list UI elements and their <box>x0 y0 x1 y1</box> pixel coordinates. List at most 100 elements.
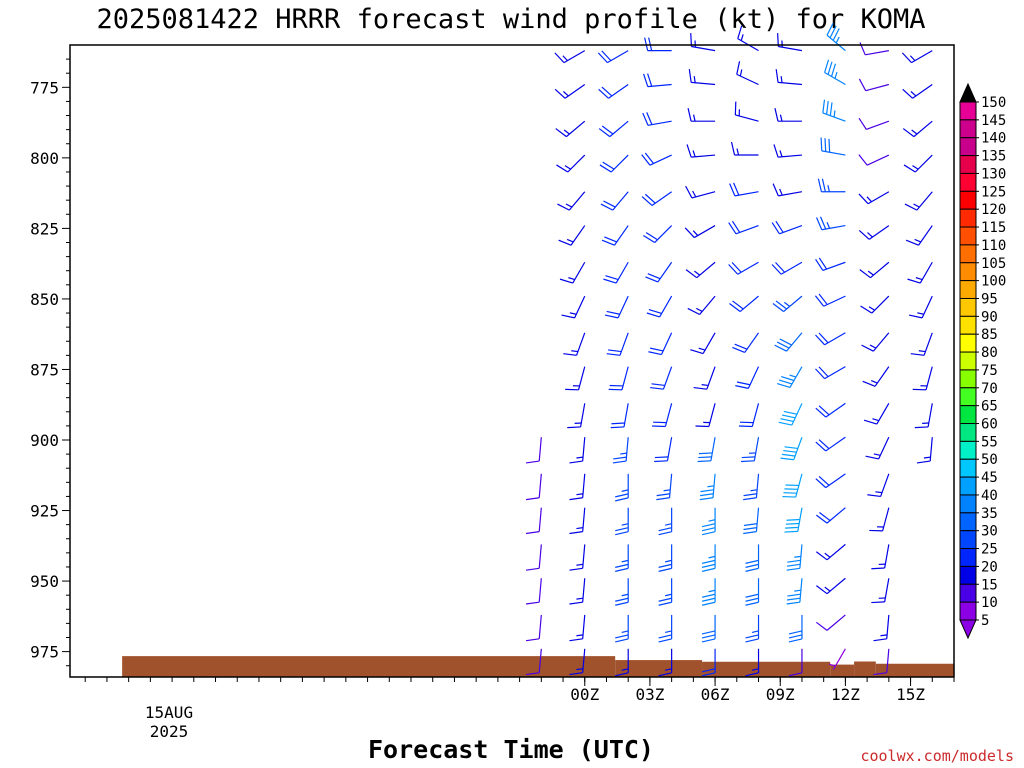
wind-barb <box>916 437 933 464</box>
wind-barb <box>903 154 933 173</box>
x-tick-label: 06Z <box>701 685 730 704</box>
colorbar-label: 145 <box>981 113 1006 129</box>
colorbar-label: 5 <box>981 613 989 629</box>
wind-barb <box>555 120 586 138</box>
wind-barb <box>784 507 803 533</box>
terrain-segment <box>830 664 855 677</box>
wind-barb <box>817 178 846 193</box>
wind-barb <box>658 648 673 677</box>
wind-barb <box>569 437 586 464</box>
wind-barb <box>693 366 716 390</box>
wind-barb <box>815 507 846 524</box>
wind-barb <box>641 191 672 206</box>
wind-barb <box>648 332 673 356</box>
y-axis: 775 800 825 850 875 900 925 950 975 <box>30 58 70 667</box>
credit-link[interactable]: coolwx.com/models <box>860 747 1014 765</box>
wind-barb <box>690 33 716 52</box>
wind-barb <box>688 69 716 86</box>
wind-barb <box>782 473 803 498</box>
wind-barb <box>597 50 629 64</box>
wind-barb <box>684 225 716 239</box>
wind-barb <box>815 402 846 418</box>
wind-barb <box>686 144 716 158</box>
wind-barb <box>690 332 716 355</box>
x-axis: 00Z 03Z 06Z 09Z 12Z 15Z <box>84 677 955 704</box>
wind-barb <box>559 261 586 284</box>
colorbar-label: 70 <box>981 381 998 397</box>
wind-barb <box>687 108 716 122</box>
wind-barb <box>729 295 759 313</box>
wind-barb <box>815 332 846 346</box>
wind-barb <box>815 543 846 561</box>
wind-barb <box>904 191 933 211</box>
colorbar-swatch <box>959 387 977 407</box>
terrain-segment <box>615 660 703 677</box>
colorbar-label: 100 <box>981 274 1006 290</box>
colorbar-label: 75 <box>981 363 998 379</box>
wind-barb <box>557 191 586 211</box>
wind-barb <box>815 366 846 380</box>
wind-barb <box>644 37 672 52</box>
wind-barb <box>558 225 586 246</box>
wind-barb <box>859 261 890 279</box>
colorbar-label: 80 <box>981 345 998 361</box>
x-tick-label: 00Z <box>570 685 599 704</box>
colorbar-label: 110 <box>981 238 1006 254</box>
wind-barb <box>603 261 629 284</box>
wind-barb <box>815 257 846 272</box>
colorbar-label: 95 <box>981 291 998 307</box>
colorbar-extend-low <box>959 619 977 640</box>
wind-barb <box>654 437 673 463</box>
colorbar-swatch <box>959 333 977 353</box>
wind-barb <box>901 50 933 64</box>
wind-barb <box>826 23 846 52</box>
wind-barb <box>740 437 760 463</box>
wind-barb <box>865 436 890 460</box>
wind-barb <box>701 578 716 606</box>
wind-barb <box>860 295 890 314</box>
wind-barb <box>772 295 803 313</box>
colorbar-label: 90 <box>981 309 998 325</box>
colorbar-label: 125 <box>981 184 1006 200</box>
wind-barb <box>656 473 673 501</box>
wind-barb <box>773 144 803 158</box>
colorbar-swatch <box>959 172 977 192</box>
colorbar-swatch <box>959 226 977 246</box>
y-tick-label: 875 <box>30 360 59 379</box>
wind-barb <box>902 84 933 99</box>
colorbar-swatch <box>959 208 977 228</box>
colorbar-swatch <box>959 405 977 425</box>
wind-barb <box>615 473 629 502</box>
colorbar-swatch <box>959 190 977 210</box>
wind-barb <box>858 154 890 166</box>
wind-barb <box>615 544 629 572</box>
colorbar-label: 150 <box>981 95 1006 111</box>
colorbar-swatch <box>959 262 977 282</box>
wind-barb <box>728 261 759 275</box>
terrain-segment <box>854 661 876 677</box>
wind-barb <box>858 191 890 205</box>
wind-barb <box>774 332 803 352</box>
colorbar-label: 130 <box>981 166 1006 182</box>
wind-barb <box>861 332 890 352</box>
colorbar-label: 45 <box>981 470 998 486</box>
wind-barb <box>777 33 803 52</box>
wind-barb <box>771 261 803 275</box>
wind-barb <box>685 261 716 279</box>
wind-barb <box>525 507 542 535</box>
wind-barb <box>610 403 629 429</box>
wind-barb <box>816 216 846 231</box>
wind-barb <box>734 101 759 122</box>
colorbar-swatch <box>959 530 977 550</box>
colorbar-label: 60 <box>981 417 998 433</box>
wind-barb <box>643 73 672 88</box>
x-tick-label: 15Z <box>896 685 925 704</box>
wind-barb <box>730 141 759 156</box>
wind-barb <box>569 507 586 535</box>
wind-barb <box>612 437 629 464</box>
wind-barb <box>736 61 759 86</box>
wind-barb <box>569 648 586 676</box>
wind-barb <box>701 507 716 536</box>
wind-barb <box>732 332 760 354</box>
wind-barb <box>771 220 803 235</box>
